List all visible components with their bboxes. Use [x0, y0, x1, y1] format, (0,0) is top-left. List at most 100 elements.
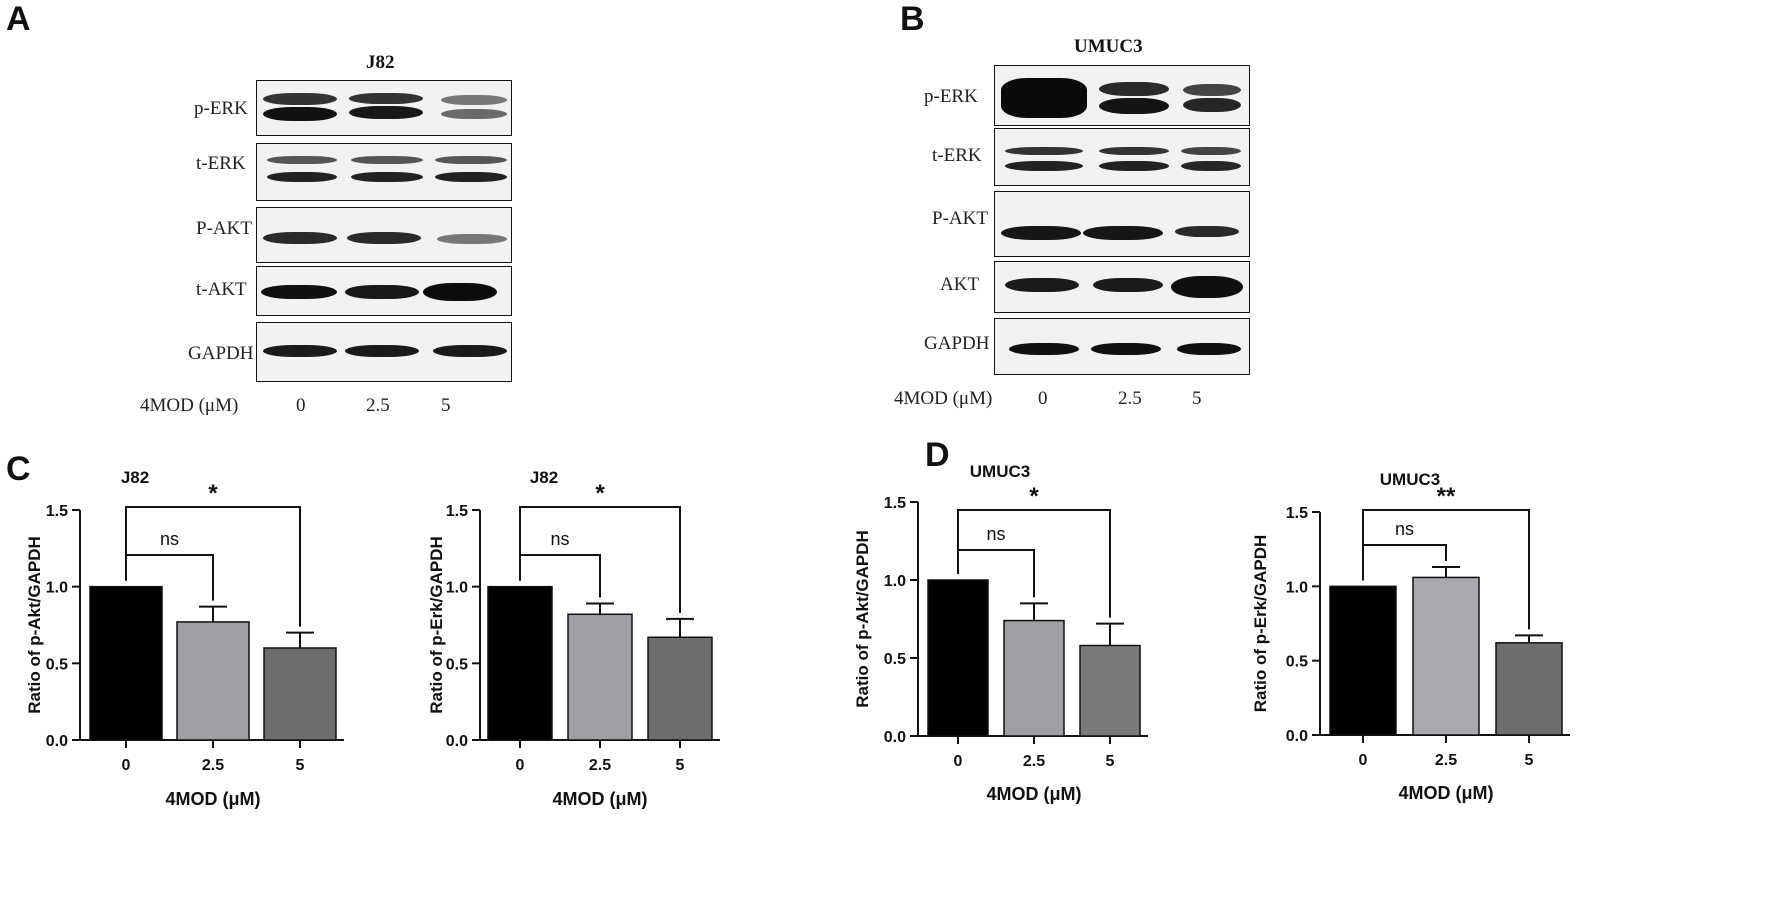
y-tick-label: 1.5	[46, 503, 68, 520]
chart-title: J82	[121, 468, 149, 487]
bar	[1495, 642, 1563, 736]
blot-row-akt	[994, 261, 1250, 313]
lane-label: 0	[296, 395, 306, 416]
y-tick-label: 0.0	[446, 733, 468, 750]
x-tick-label: 5	[676, 757, 685, 774]
x-tick-label: 5	[296, 757, 305, 774]
y-axis-label: Ratio of p-Erk/GAPDH	[1251, 535, 1270, 713]
significance-bracket	[1362, 509, 1530, 630]
blot-row-p-erk	[994, 65, 1250, 126]
bar	[89, 585, 163, 741]
blot-row-p-akt	[994, 191, 1250, 257]
blot-row-p-akt	[256, 207, 512, 263]
x-tick-label: 5	[1525, 752, 1534, 769]
panel-letter-a: A	[6, 0, 31, 38]
y-tick-label: 1.5	[1286, 505, 1308, 522]
lane-label: 5	[1192, 388, 1202, 409]
significance-bracket	[1362, 544, 1447, 581]
significance-label: *	[1029, 483, 1039, 510]
significance-bracket	[125, 506, 301, 627]
blot-row-t-erk	[994, 128, 1250, 186]
bar	[1412, 576, 1480, 736]
x-tick-label: 0	[954, 753, 963, 770]
x-axis-label: 4MOD (μM)	[552, 789, 647, 809]
significance-label: **	[1437, 483, 1456, 510]
y-tick-label: 0.5	[46, 656, 68, 673]
x-tick-label: 0	[1359, 752, 1368, 769]
significance-bracket	[957, 509, 1111, 618]
lane-label: 2.5	[366, 395, 390, 416]
y-axis-label: Ratio of p-Erk/GAPDH	[427, 536, 446, 714]
y-tick-label: 0.5	[1286, 654, 1308, 671]
blot-row-label: P-AKT	[932, 208, 988, 229]
blot-row-gapdh	[994, 318, 1250, 375]
blot-row-label: t-AKT	[196, 279, 247, 300]
lane-label: 2.5	[1118, 388, 1142, 409]
panel-letter-c: C	[6, 450, 31, 488]
y-tick-label: 1.0	[446, 580, 468, 597]
bar	[567, 613, 633, 741]
bar	[1003, 619, 1065, 737]
blot-title: J82	[366, 52, 395, 73]
bar-chart-j82-p-akt: J82 0.0 0.5 1.0 1.5 0 2.5 5 ns * Ratio of p-Akt/GA…	[25, 468, 344, 809]
blot-row-label: P-AKT	[196, 218, 252, 239]
blot-row-label: p-ERK	[194, 98, 248, 119]
blot-row-label: AKT	[940, 274, 980, 295]
bar	[487, 585, 553, 741]
blot-row-label: p-ERK	[924, 86, 978, 107]
lane-label: 0	[1038, 388, 1048, 409]
blot-row-label: t-ERK	[196, 153, 246, 174]
bar	[927, 579, 989, 737]
bar-chart-umuc3-p-erk: UMUC3 0.0 0.5 1.0 1.5 0 2.5 5 ns ** Ratio of p-Erk…	[1251, 470, 1570, 803]
blot-row-label: GAPDH	[924, 333, 990, 354]
bar-chart-j82-p-erk: J82 0.0 0.5 1.0 1.5 0 2.5 5 ns * Ratio of p-Erk/GA…	[427, 468, 720, 809]
blot-row-gapdh	[256, 322, 512, 382]
y-tick-label: 1.0	[1286, 579, 1308, 596]
y-tick-label: 1.5	[446, 503, 468, 520]
blot-row-p-erk	[256, 80, 512, 136]
treatment-label: 4MOD (μM)	[140, 395, 239, 416]
significance-label: ns	[986, 524, 1005, 544]
y-tick-label: 1.0	[46, 580, 68, 597]
bar	[1079, 644, 1141, 737]
chart-title: UMUC3	[970, 462, 1030, 481]
x-tick-label: 2.5	[589, 757, 611, 774]
x-tick-label: 0	[122, 757, 131, 774]
significance-label: ns	[550, 529, 569, 549]
blot-row-label: t-ERK	[932, 145, 982, 166]
y-tick-label: 1.5	[884, 495, 906, 512]
bar	[263, 647, 337, 741]
x-tick-label: 5	[1106, 753, 1115, 770]
y-tick-label: 0.0	[1286, 728, 1308, 745]
x-tick-label: 2.5	[202, 757, 224, 774]
blot-row-t-akt	[256, 266, 512, 316]
x-axis-label: 4MOD (μM)	[165, 789, 260, 809]
x-axis-label: 4MOD (μM)	[1398, 783, 1493, 803]
panel-letter-b: B	[900, 0, 925, 38]
significance-bracket	[519, 506, 681, 613]
blot-title: UMUC3	[1074, 36, 1143, 57]
x-axis-label: 4MOD (μM)	[986, 784, 1081, 804]
y-axis-label: Ratio of p-Akt/GAPDH	[25, 536, 44, 714]
bar	[1329, 585, 1397, 736]
panel-letter-d: D	[925, 436, 950, 474]
x-tick-label: 0	[516, 757, 525, 774]
bar	[647, 636, 713, 741]
y-tick-label: 1.0	[884, 573, 906, 590]
bar	[176, 621, 250, 741]
lane-label: 5	[441, 395, 451, 416]
bar-chart-umuc3-p-akt: UMUC3 0.0 0.5 1.0 1.5 0 2.5 5 ns * Ratio of p-Akt/…	[853, 462, 1148, 804]
y-axis-label: Ratio of p-Akt/GAPDH	[853, 530, 872, 708]
y-tick-label: 0.5	[446, 656, 468, 673]
significance-label: *	[208, 480, 218, 507]
x-tick-label: 2.5	[1435, 752, 1457, 769]
significance-label: ns	[1395, 519, 1414, 539]
blot-row-t-erk	[256, 143, 512, 201]
y-tick-label: 0.0	[884, 729, 906, 746]
chart-title: J82	[530, 468, 558, 487]
significance-label: ns	[160, 529, 179, 549]
x-tick-label: 2.5	[1023, 753, 1045, 770]
blot-row-label: GAPDH	[188, 343, 254, 364]
significance-label: *	[595, 480, 605, 507]
y-tick-label: 0.5	[884, 651, 906, 668]
